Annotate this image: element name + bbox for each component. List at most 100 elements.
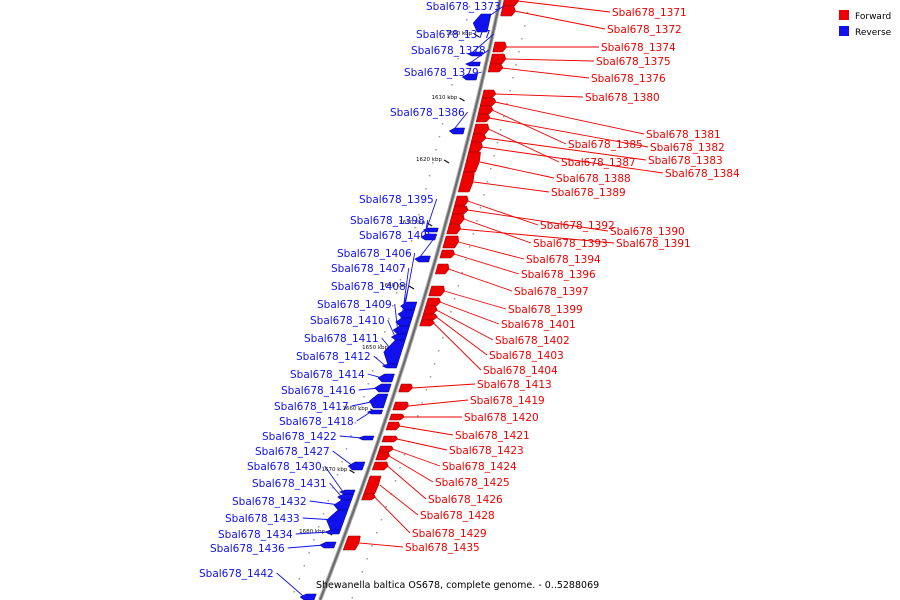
reverse-gene-label: Sbal678_1373 [426,1,501,13]
guide-dot [515,64,517,66]
forward-gene [451,205,469,215]
reverse-leader [468,49,489,65]
reverse-leader [399,285,410,323]
forward-leader [374,496,411,534]
guide-dot [506,103,508,105]
reverse-gene-label: Sbal678_1411 [304,333,379,345]
guide-dot [303,565,305,567]
guide-dot [429,376,432,378]
guide-dot [418,214,420,216]
reverse-gene-label: Sbal678_1407 [331,263,406,275]
guide-dot [472,233,475,235]
forward-gene-label: Sbal678_1372 [607,24,682,36]
forward-leader [396,438,448,451]
forward-gene [434,263,450,275]
forward-gene [446,223,461,235]
forward-leader [467,200,539,226]
guide-dot [479,207,482,209]
legend-reverse-label: Reverse [855,28,892,38]
guide-dot [438,350,440,352]
forward-gene [454,195,469,207]
guide-dot [493,155,495,157]
tick-label: 1640 kbp [381,283,407,289]
reverse-gene-label: Sbal678_1386 [390,107,465,119]
gene-labels: Sbal678_1371 Sbal678_1372 Sbal678_1374 Sbal… [199,0,740,598]
reverse-gene [366,409,384,415]
legend-forward-swatch [839,10,849,20]
tick-mark [426,222,433,227]
guide-dot [385,506,387,508]
forward-gene-label: Sbal678_1388 [556,173,631,185]
forward-gene [385,421,401,431]
reverse-leader [381,337,394,353]
forward-gene [371,461,389,471]
guide-dot [403,266,405,268]
guide-dot [469,246,471,248]
reverse-gene [397,309,415,319]
reverse-leader [295,531,329,535]
forward-gene-label: Sbal678_1383 [648,155,723,167]
forward-leader [433,322,482,371]
reverse-gene-label: Sbal678_1412 [296,351,371,363]
reverse-gene-label: Sbal678_1405 [359,230,434,242]
guide-dot [454,71,456,73]
tick-label: 1620 kbp [416,157,442,163]
reverse-leader [309,500,340,506]
tick-mark [349,469,355,474]
forward-gene-label: Sbal678_1385 [568,139,643,151]
guide-dot [441,123,444,125]
forward-gene-label: Sbal678_1396 [521,269,596,281]
legend: Forward Reverse [839,10,892,38]
reverse-leader [358,387,380,391]
reverse-gene [377,373,395,383]
forward-gene-label: Sbal678_1413 [477,379,552,391]
forward-gene-label: Sbal678_1376 [591,73,666,85]
tick-label: 1670 kbp [321,467,347,473]
reverse-leader [339,435,362,439]
guide-dot [445,110,447,112]
reverse-leader [302,517,336,521]
forward-gene [479,97,497,107]
guide-dot [421,201,424,203]
reverse-gene [390,333,408,341]
reverse-gene-label: Sbal678_1442 [199,568,274,580]
guide-dot [407,253,409,255]
guide-dot [403,454,406,456]
forward-gene-label: Sbal678_1423 [449,445,524,457]
reverse-gene-label: Sbal678_1416 [281,385,356,397]
forward-gene [398,383,413,393]
forward-gene-label: Sbal678_1384 [665,168,740,180]
guide-dot [463,32,465,34]
reverse-gene-label: Sbal678_1433 [225,513,300,525]
reverse-gene-label: Sbal678_1414 [290,369,365,381]
guide-dot [521,38,523,40]
tick-label: 1650 kbp [362,345,388,351]
reverse-gene [299,593,317,600]
guide-dot [457,285,460,287]
forward-leader [489,117,649,148]
guide-dot [399,279,402,281]
reverse-leader [387,319,396,338]
reverse-gene-label: Sbal678_1377 [416,29,491,41]
guide-dot [354,422,357,424]
reverse-gene [369,393,389,409]
forward-gene [475,113,491,123]
guide-dot [322,513,325,515]
guide-dot [414,227,417,229]
reverse-leader [373,355,386,367]
reverse-gene [472,13,492,33]
legend-forward-label: Forward [855,12,891,22]
genome-backbone [293,0,529,600]
forward-leader [481,146,664,174]
forward-gene-label: Sbal678_1403 [489,350,564,362]
reverse-leader [418,234,438,260]
guide-dot [388,318,390,320]
forward-gene [363,475,382,495]
guide-dot [518,51,520,53]
forward-leader [444,290,507,310]
guide-dot [499,129,502,131]
reverse-leader [356,411,371,422]
forward-gene-label: Sbal678_1404 [483,365,558,377]
guide-dot [451,84,453,86]
